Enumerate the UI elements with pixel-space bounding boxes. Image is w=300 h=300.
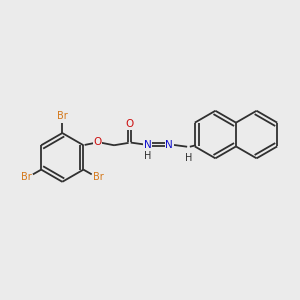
Text: Br: Br: [93, 172, 104, 182]
Text: O: O: [94, 137, 102, 147]
Text: Br: Br: [57, 111, 68, 121]
Text: O: O: [125, 119, 134, 129]
Text: H: H: [144, 151, 152, 161]
Text: Br: Br: [21, 172, 32, 182]
Text: H: H: [185, 153, 192, 163]
Text: N: N: [144, 140, 152, 150]
Text: N: N: [165, 140, 173, 150]
